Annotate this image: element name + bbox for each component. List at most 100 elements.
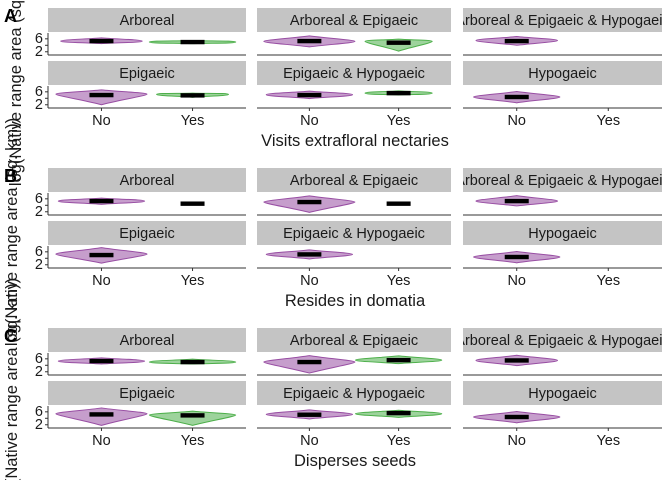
facet-panel: Arboreal & Epigaeic	[257, 168, 451, 216]
facet-strip	[48, 168, 246, 192]
x-tick-label: Yes	[181, 433, 205, 449]
x-tick-label: Yes	[181, 113, 205, 129]
y-tick-label: 2	[35, 97, 43, 113]
median-bar	[386, 357, 411, 363]
facet-panel: Epigaeic & Hypogaeic No Yes	[257, 221, 451, 289]
facet-panel: Arboreal & Epigaeic & Hypogaeic	[455, 328, 669, 376]
median-bar	[504, 38, 529, 44]
facet-panel: Arboreal & Epigaeic	[257, 328, 451, 376]
x-tick-label: Yes	[596, 273, 620, 289]
facet-strip	[463, 61, 662, 85]
violin-no	[263, 355, 356, 374]
y-tick-label: 2	[35, 44, 43, 60]
x-tick-label: No	[507, 113, 526, 129]
y-tick-label: 2	[35, 257, 43, 273]
facet-strip	[463, 221, 662, 245]
facet-panel: Hypogaeic No Yes	[463, 61, 662, 129]
facet-strip-label: Hypogaeic	[528, 66, 597, 82]
facet-strip-label: Epigaeic & Hypogaeic	[283, 66, 425, 82]
facet-strip	[463, 328, 662, 352]
facet-strip-label: Epigaeic & Hypogaeic	[283, 386, 425, 402]
median-bar	[297, 252, 322, 257]
x-tick-label: Yes	[387, 273, 411, 289]
facet-strip-label: Arboreal	[120, 173, 175, 189]
facet-strip-label: Arboreal & Epigaeic	[290, 333, 418, 349]
y-tick-label: 6	[35, 191, 43, 207]
median-bar	[297, 199, 322, 205]
median-bar	[386, 201, 411, 206]
y-tick-label: 6	[35, 31, 43, 47]
facet-strip	[257, 61, 451, 85]
facet-strip	[48, 381, 246, 405]
facet-panel: Hypogaeic No Yes	[463, 381, 662, 449]
median-bar	[297, 92, 322, 98]
facet-panel: Arboreal & Epigaeic & Hypogaeic	[463, 168, 662, 216]
y-axis-title: log(Native range area (sq. km))	[7, 0, 25, 186]
median-bar	[180, 359, 205, 365]
median-bar	[504, 94, 529, 100]
facet-strip-label: Epigaeic & Hypogaeic	[283, 226, 425, 242]
x-tick-label: No	[92, 113, 111, 129]
facet-panel: Epigaeic 26 No Yes	[35, 61, 246, 129]
facet-strip-label: Hypogaeic	[528, 226, 597, 242]
y-tick-label: 2	[35, 364, 43, 380]
median-bar	[386, 90, 411, 96]
median-bar	[504, 414, 529, 420]
facet-panel: Arboreal 26	[35, 328, 246, 380]
y-tick-label: 2	[35, 417, 43, 433]
violin-no	[55, 89, 148, 106]
facet-panel: Arboreal & Epigaeic & Hypogaeic	[463, 8, 662, 56]
facet-panel: Epigaeic 26 No Yes	[35, 221, 246, 289]
median-bar	[180, 93, 205, 98]
x-axis-title: Resides in domatia	[285, 292, 426, 310]
y-tick-label: 6	[35, 244, 43, 260]
panel-tag: B	[4, 166, 17, 186]
median-bar	[89, 38, 114, 44]
median-bar	[89, 412, 114, 417]
facet-strip	[463, 381, 662, 405]
median-bar	[297, 38, 322, 44]
facet-strip-label: Arboreal & Epigaeic	[290, 13, 418, 29]
y-tick-label: 6	[35, 84, 43, 100]
facet-strip	[257, 168, 451, 192]
facet-panel: Hypogaeic No Yes	[463, 221, 662, 289]
x-tick-label: Yes	[387, 433, 411, 449]
x-tick-label: No	[300, 433, 319, 449]
y-axis-titles: log(Native range area (sq. km))log(Nativ…	[3, 0, 25, 480]
median-bar	[504, 198, 529, 204]
facet-strip	[48, 221, 246, 245]
x-tick-label: No	[92, 273, 111, 289]
violin-no	[55, 407, 148, 426]
facet-panel: Arboreal & Epigaeic	[257, 8, 451, 56]
x-tick-label: Yes	[596, 113, 620, 129]
x-axis-title: Visits extrafloral nectaries	[261, 132, 449, 150]
facet-panel: Epigaeic & Hypogaeic No Yes	[257, 381, 451, 449]
median-bar	[89, 252, 114, 258]
facet-strip-label: Epigaeic	[119, 226, 175, 242]
facet-strip-label: Arboreal & Epigaeic & Hypogaeic	[455, 333, 669, 349]
facet-strip	[48, 8, 246, 32]
facet-strip	[463, 168, 662, 192]
facet-strip	[48, 328, 246, 352]
x-tick-label: Yes	[387, 113, 411, 129]
y-tick-label: 6	[35, 404, 43, 420]
panel-tag: A	[4, 6, 17, 26]
median-bar	[297, 412, 322, 417]
facet-panel: Epigaeic 26 No Yes	[35, 381, 246, 449]
x-tick-label: No	[92, 433, 111, 449]
x-tick-label: Yes	[596, 433, 620, 449]
median-bar	[386, 40, 411, 45]
facet-strip	[257, 221, 451, 245]
facet-strip-label: Arboreal	[120, 333, 175, 349]
x-axis-title: Disperses seeds	[294, 452, 416, 470]
facet-strip-label: Epigaeic	[119, 66, 175, 82]
facet-strip-label: Arboreal & Epigaeic	[290, 173, 418, 189]
median-bar	[504, 358, 529, 363]
median-bar	[89, 198, 114, 204]
median-bar	[180, 39, 205, 45]
x-tick-label: Yes	[181, 273, 205, 289]
